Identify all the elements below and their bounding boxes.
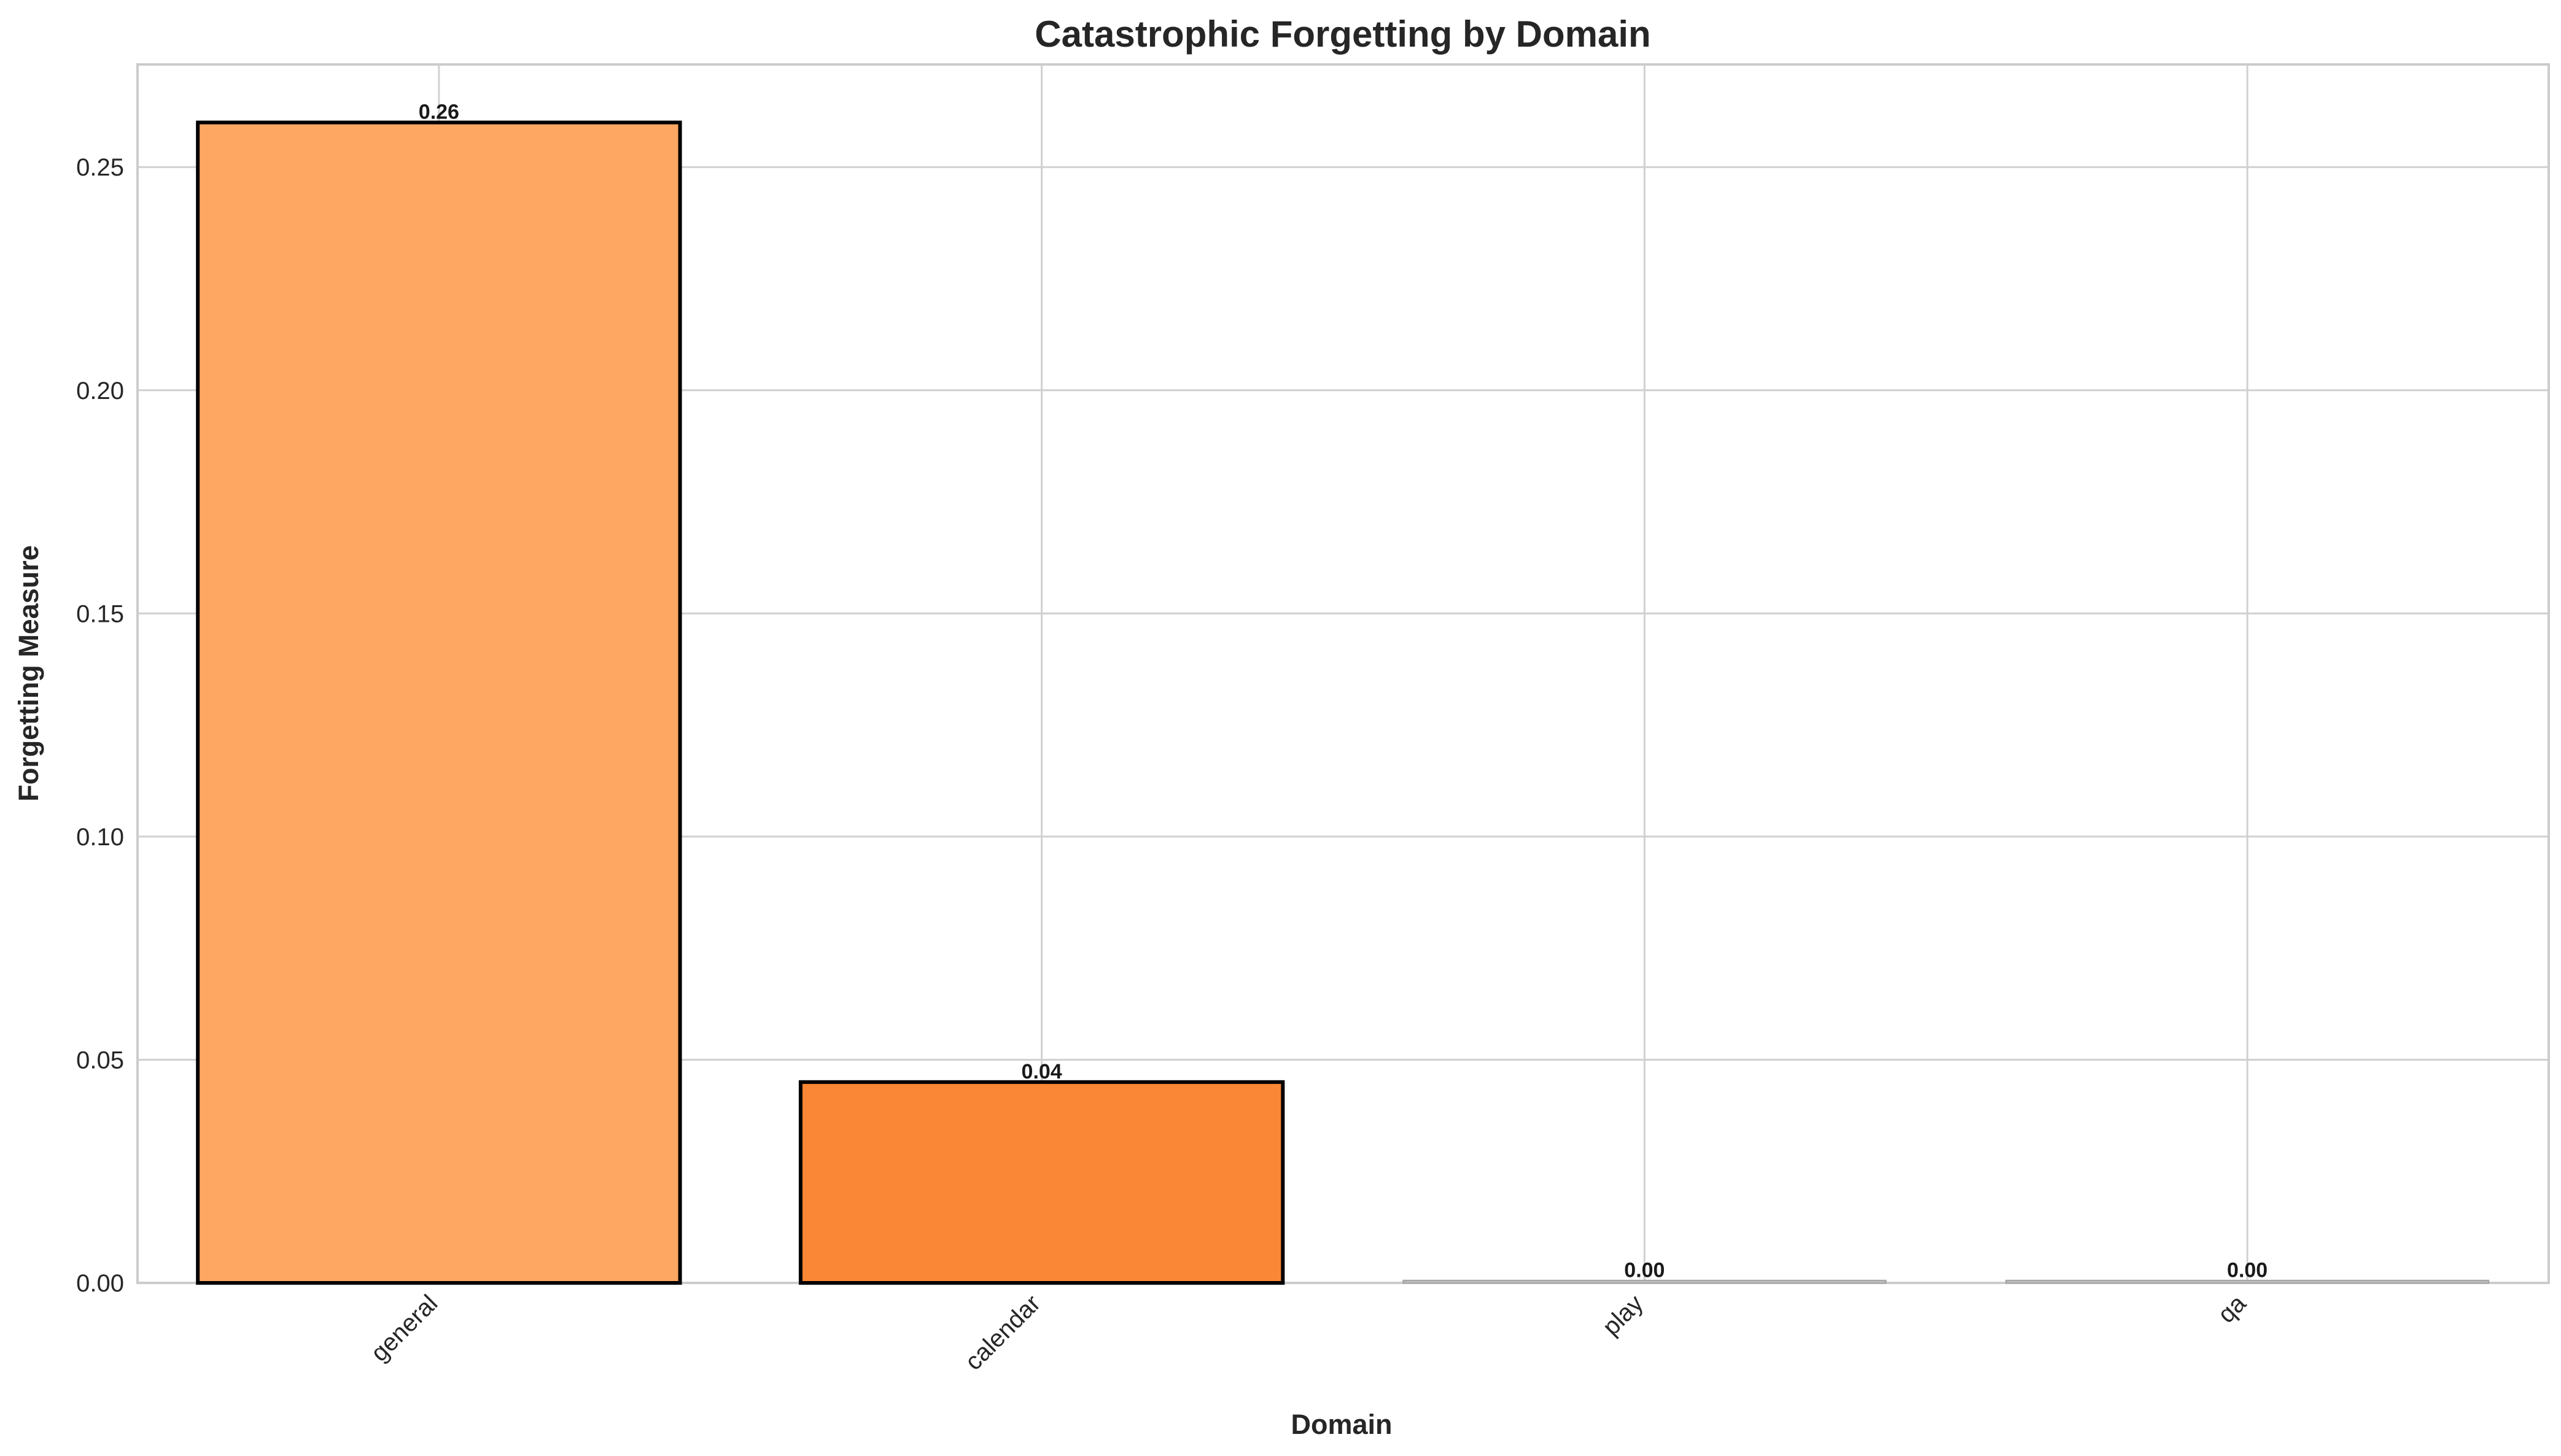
- y-tick-label: 0.25: [76, 154, 124, 181]
- y-tick-label: 0.20: [76, 378, 124, 405]
- y-tick-label: 0.05: [76, 1047, 124, 1074]
- bar-general: [196, 120, 682, 1285]
- bars: [196, 120, 2490, 1285]
- bar-calendar: [798, 1080, 1285, 1285]
- bar-qa: [2005, 1279, 2490, 1284]
- bar-play: [1402, 1279, 1887, 1284]
- bar-value-label: 0.00: [2227, 1258, 2268, 1282]
- y-tick-label: 0.00: [76, 1270, 124, 1297]
- plot-area-frame: [136, 63, 2550, 1284]
- data-labels: 0.26 0.04 0.00 0.00: [419, 101, 2268, 1282]
- x-axis-label: Domain: [1291, 1409, 1392, 1440]
- y-axis-label: Forgetting Measure: [13, 545, 44, 802]
- bar-value-label: 0.04: [1022, 1060, 1062, 1083]
- y-tick-label: 0.15: [76, 600, 124, 627]
- bar-value-label: 0.00: [1624, 1258, 1665, 1282]
- y-tick-labels: 0.00 0.05 0.10 0.15 0.20 0.25: [76, 154, 124, 1297]
- chart-title: Catastrophic Forgetting by Domain: [1035, 14, 1650, 55]
- bar-value-label: 0.26: [419, 101, 459, 124]
- y-tick-label: 0.10: [76, 824, 124, 851]
